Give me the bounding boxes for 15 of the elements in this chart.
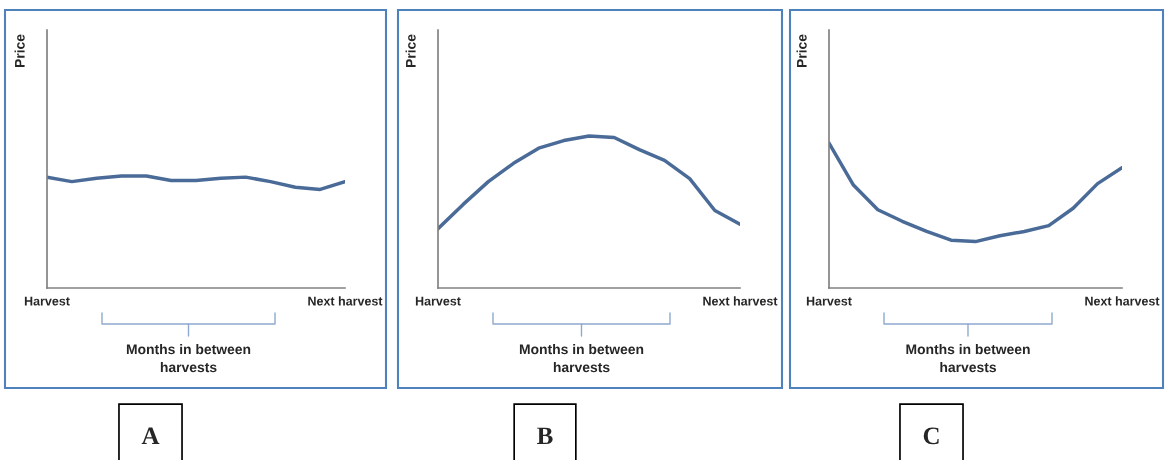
- x-axis-title: Months in between harvests: [519, 344, 644, 373]
- y-axis-title: Price: [14, 34, 25, 68]
- text: C: [923, 427, 939, 445]
- x-tick-label: Harvest: [415, 296, 461, 306]
- x-axis-title: Months in between harvests: [126, 344, 251, 373]
- x-tick-label: Next harvest: [308, 296, 383, 306]
- x-tick-label: Harvest: [806, 296, 852, 306]
- x-tick-label: Harvest: [24, 296, 70, 306]
- x-axis-title: Months in between harvests: [906, 344, 1030, 373]
- y-axis-title: Price: [796, 34, 807, 68]
- x-tick-label: Next harvest: [703, 296, 778, 306]
- text: A: [141, 427, 160, 445]
- text: B: [537, 427, 553, 445]
- x-tick-label: Next harvest: [1085, 296, 1160, 306]
- y-axis-title: Price: [405, 34, 416, 68]
